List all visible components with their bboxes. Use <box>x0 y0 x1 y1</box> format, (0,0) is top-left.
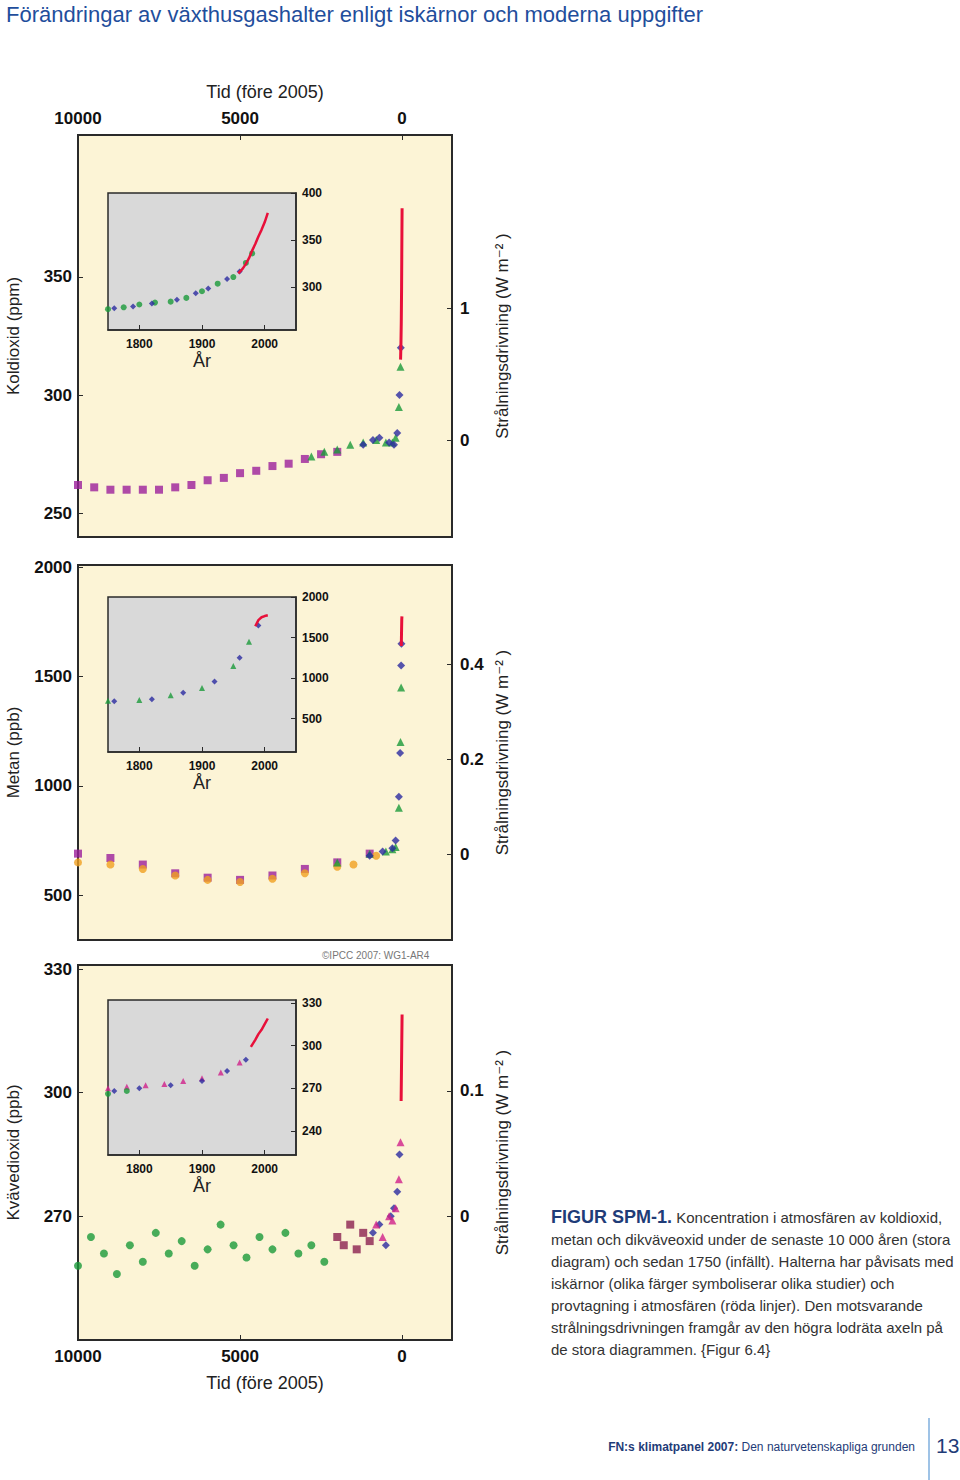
html-text:13: 13 <box>936 1434 960 1457</box>
svg-text:330: 330 <box>302 996 322 1010</box>
svg-text:1500: 1500 <box>34 667 72 686</box>
svg-text:270: 270 <box>44 1207 72 1226</box>
svg-text:5000: 5000 <box>221 1347 259 1366</box>
svg-text:År: År <box>193 1176 211 1196</box>
svg-text:300: 300 <box>302 1039 322 1053</box>
svg-text:2000: 2000 <box>302 590 329 604</box>
svg-text:År: År <box>193 351 211 371</box>
svg-text:5000: 5000 <box>221 109 259 128</box>
svg-text:10000: 10000 <box>54 1347 101 1366</box>
svg-text:2000: 2000 <box>34 558 72 577</box>
svg-text:1800: 1800 <box>126 1162 153 1176</box>
svg-text:1000: 1000 <box>34 776 72 795</box>
svg-text:300: 300 <box>302 280 322 294</box>
svg-text:Kvävedioxid (ppb): Kvävedioxid (ppb) <box>4 1084 23 1220</box>
svg-text:Strålningsdrivning (W m⁻² ): Strålningsdrivning (W m⁻² ) <box>493 233 512 438</box>
svg-text:0: 0 <box>460 845 469 864</box>
svg-text:500: 500 <box>302 712 322 726</box>
svg-text:1500: 1500 <box>302 631 329 645</box>
svg-text:2000: 2000 <box>251 759 278 773</box>
svg-text:1900: 1900 <box>189 759 216 773</box>
svg-text:400: 400 <box>302 186 322 200</box>
svg-text:Strålningsdrivning (W m⁻² ): Strålningsdrivning (W m⁻² ) <box>493 1050 512 1255</box>
svg-text:Tid (före 2005): Tid (före 2005) <box>206 82 323 102</box>
svg-text:10000: 10000 <box>54 109 101 128</box>
svg-text:2000: 2000 <box>251 337 278 351</box>
svg-text:1900: 1900 <box>189 1162 216 1176</box>
svg-text:År: År <box>193 773 211 793</box>
svg-text:1000: 1000 <box>302 671 329 685</box>
svg-text:250: 250 <box>44 504 72 523</box>
svg-text:0: 0 <box>397 1347 406 1366</box>
svg-text:350: 350 <box>44 267 72 286</box>
svg-text:500: 500 <box>44 886 72 905</box>
svg-text:Koldioxid (ppm): Koldioxid (ppm) <box>4 277 23 395</box>
html-text:©IPCC 2007: WG1-AR4: ©IPCC 2007: WG1-AR4 <box>322 950 430 961</box>
html-text:Förändringar av växthusgashalt: Förändringar av växthusgashalter enligt … <box>6 2 704 27</box>
svg-text:0.1: 0.1 <box>460 1081 484 1100</box>
html-text:FIGUR SPM-1. Koncentration i a: FIGUR SPM-1. Koncentration i atmosfären … <box>551 1207 954 1358</box>
svg-text:Strålningsdrivning (W m⁻² ): Strålningsdrivning (W m⁻² ) <box>493 650 512 855</box>
svg-text:240: 240 <box>302 1124 322 1138</box>
svg-text:Metan (ppb): Metan (ppb) <box>4 707 23 799</box>
svg-text:1: 1 <box>460 299 469 318</box>
svg-text:2000: 2000 <box>251 1162 278 1176</box>
svg-text:1800: 1800 <box>126 759 153 773</box>
svg-text:1900: 1900 <box>189 337 216 351</box>
svg-text:300: 300 <box>44 386 72 405</box>
svg-text:0.4: 0.4 <box>460 655 484 674</box>
svg-text:350: 350 <box>302 233 322 247</box>
svg-text:330: 330 <box>44 960 72 979</box>
svg-text:0: 0 <box>460 431 469 450</box>
svg-text:0: 0 <box>397 109 406 128</box>
html-text:FN:s klimatpanel 2007: Den nat: FN:s klimatpanel 2007: Den naturvetenska… <box>608 1440 915 1454</box>
svg-text:270: 270 <box>302 1081 322 1095</box>
svg-text:1800: 1800 <box>126 337 153 351</box>
svg-text:0: 0 <box>460 1207 469 1226</box>
svg-text:300: 300 <box>44 1083 72 1102</box>
svg-text:0.2: 0.2 <box>460 750 484 769</box>
svg-text:Tid (före 2005): Tid (före 2005) <box>206 1373 323 1393</box>
